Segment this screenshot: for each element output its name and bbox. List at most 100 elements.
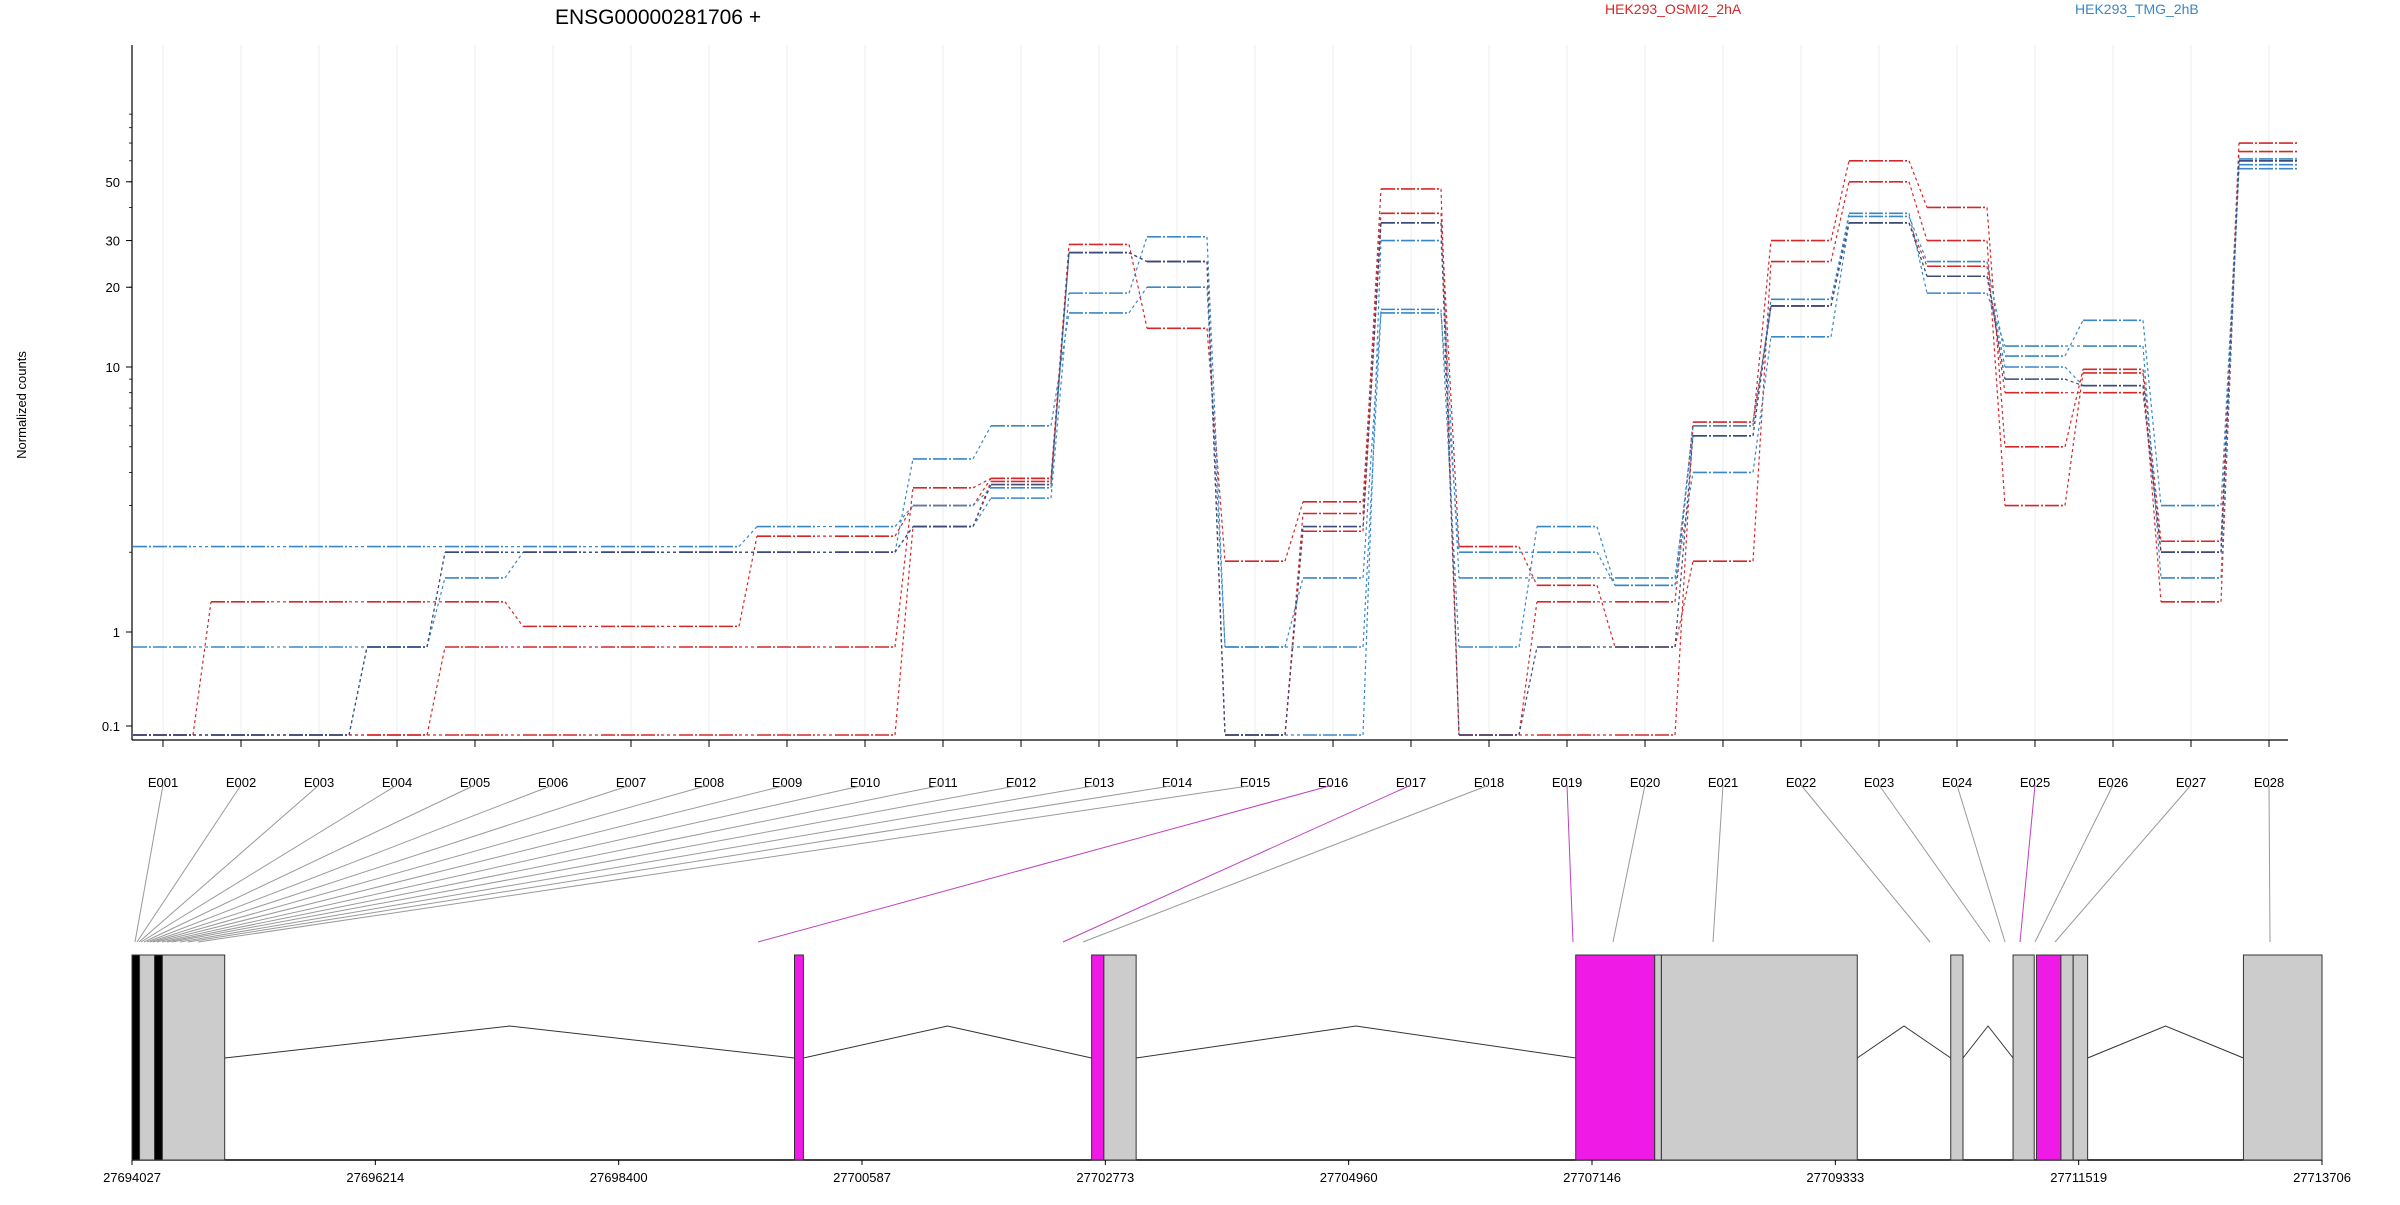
exon-mapping-line-e008 (152, 784, 710, 943)
series-6-connector (1050, 252, 1070, 485)
x-tick-label-e009: E009 (772, 775, 802, 790)
x-tick-label-e024: E024 (1942, 775, 1972, 790)
x-tick-label-e016: E016 (1318, 775, 1348, 790)
series-6-connector (1362, 222, 1382, 527)
series-3-connector (2064, 320, 2084, 357)
exon-block-2 (154, 954, 163, 1161)
x-tick-label-e018: E018 (1474, 775, 1504, 790)
x-tick-label-e023: E023 (1864, 775, 1894, 790)
series-6-connector (972, 484, 992, 527)
series-1-connector (894, 505, 914, 537)
exon-mapping-line-e026 (2034, 784, 2114, 943)
series-2-connector (2220, 160, 2240, 553)
series-1-connector (504, 601, 524, 627)
exon-mapping-line-e011 (166, 784, 944, 943)
coordinate-label: 27704960 (1320, 1170, 1378, 1185)
series-2-connector (1752, 305, 1772, 423)
series-1-connector (1206, 328, 1226, 562)
exon-block-14 (2072, 954, 2089, 1161)
series-4-connector (1830, 213, 1850, 307)
series-4-connector (1596, 526, 1616, 586)
series-1-connector (1674, 561, 1694, 648)
series-1-connector (1284, 501, 1304, 562)
series-1-connector (1752, 261, 1772, 562)
exon-block-5 (1091, 954, 1105, 1161)
exon-block-9 (1660, 954, 1858, 1161)
series-5-connector (1674, 472, 1694, 586)
x-tick-label-e027: E027 (2176, 775, 2206, 790)
series-5-connector (1752, 336, 1772, 473)
series-5-connector (972, 425, 992, 460)
series-3-connector (1908, 216, 1928, 262)
exon-block-7 (1575, 954, 1656, 1161)
coordinate-label: 27696214 (346, 1170, 404, 1185)
legend-label-tmg: HEK293_TMG_2hB (2075, 1, 2199, 17)
intron-5 (2087, 1025, 2244, 1059)
exon-mapping-line-e028 (2268, 784, 2271, 943)
x-tick-label-e006: E006 (538, 775, 568, 790)
y-tick-label: 10 (106, 360, 120, 375)
y-axis-label: Normalized counts (14, 351, 29, 459)
exon-mapping-line-e018 (1082, 784, 1490, 943)
series-1-connector (1440, 213, 1460, 547)
coordinate-label: 27711519 (2050, 1170, 2107, 1185)
exon-mapping-line-e022 (1800, 784, 1931, 943)
x-tick-label-e013: E013 (1084, 775, 1114, 790)
y-tick-label: 30 (106, 234, 120, 249)
series-4-connector (1518, 526, 1538, 648)
series-0-connector (2064, 369, 2084, 447)
series-3-connector (1986, 261, 2006, 357)
exon-block-15 (2242, 954, 2323, 1161)
x-tick-label-e022: E022 (1786, 775, 1816, 790)
series-5-connector (1596, 551, 1616, 586)
exon-mapping-line-e015 (197, 784, 1256, 943)
series-1-connector (1362, 213, 1382, 502)
series-6-connector (2142, 385, 2162, 553)
series-2-connector (1518, 601, 1538, 736)
series-5-connector (894, 458, 914, 553)
y-tick-label: 0.1 (102, 719, 120, 734)
series-1-connector (2064, 372, 2084, 506)
series-0-connector (1986, 207, 2006, 447)
series-3-connector (1362, 240, 1382, 736)
series-4-connector (1752, 305, 1772, 426)
y-tick-label: 1 (113, 625, 120, 640)
series-2-connector (972, 477, 992, 489)
exon-mapping-line-e009 (156, 784, 788, 943)
series-1-connector (1830, 181, 1850, 262)
series-5-connector (1050, 312, 1070, 426)
exon-mapping-line-e027 (2054, 784, 2192, 943)
intron-1 (803, 1025, 1092, 1059)
exon-block-6 (1103, 954, 1137, 1161)
series-1-connector (738, 536, 758, 627)
exon-mapping-line-e017 (1062, 784, 1412, 943)
exon-mapping-line-e023 (1878, 784, 1991, 943)
coordinate-label: 27702773 (1076, 1170, 1134, 1185)
x-tick-label-e028: E028 (2254, 775, 2284, 790)
exon-block-12 (2035, 954, 2062, 1161)
x-tick-label-e007: E007 (616, 775, 646, 790)
series-5-connector (1440, 312, 1460, 553)
series-4-connector (2142, 345, 2162, 578)
exon-mapping-line-e002 (136, 784, 242, 943)
series-1-connector (2142, 372, 2162, 602)
exon-mapping-line-e013 (179, 784, 1100, 943)
series-4 (133, 158, 2299, 648)
series-6-connector (894, 526, 914, 553)
coordinate-label: 27700587 (833, 1170, 891, 1185)
exon-mapping-line-e019 (1566, 784, 1574, 943)
exon-mapping-line-e006 (146, 784, 554, 943)
intron-4 (1962, 1025, 2014, 1059)
exon-mapping-line-e010 (161, 784, 866, 943)
x-tick-label-e019: E019 (1552, 775, 1582, 790)
series-1-connector (192, 601, 212, 736)
series-6-connector (426, 552, 446, 648)
intron-0 (224, 1025, 795, 1059)
exon-block-0 (131, 954, 141, 1161)
exon-block-1 (139, 954, 156, 1161)
exon-block-3 (161, 954, 226, 1161)
intron-3 (1856, 1025, 1952, 1059)
series-4-connector (504, 551, 524, 579)
series-3-connector (972, 487, 992, 506)
series-3-connector (738, 526, 758, 548)
